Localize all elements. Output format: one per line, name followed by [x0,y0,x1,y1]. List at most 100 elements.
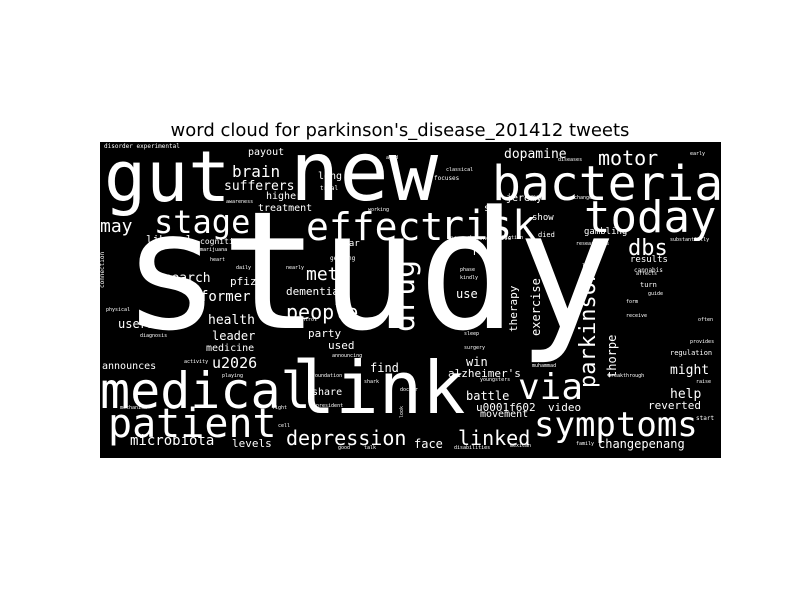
word-pfizer: pfizer [230,276,270,287]
word-reverted: reverted [648,400,701,411]
word-awareness: awareness [226,200,253,205]
word-getting: getting [330,256,355,262]
word-cognitive: cognitive [200,238,243,246]
word-medicine: medicine [206,344,254,354]
word-microbiota: microbiota [130,434,214,448]
word-working: working [368,208,389,213]
word-new: new [290,142,438,214]
word-thorpe: thorpe [606,335,618,378]
word-focuses: focuses [434,176,459,182]
word-turn: turn [640,282,657,289]
word-guide: guide [648,292,663,297]
word-sleep: sleep [464,332,479,337]
word-mexican: mexican [510,444,531,449]
word-last: last [582,264,594,269]
word-might: might [670,364,709,377]
word-nearly: nearly [286,266,304,271]
word-foundation: foundation [312,374,342,379]
word-doctor: doctor [400,388,418,393]
word-sex: sex [484,204,502,214]
word-surgery: surgery [464,346,485,351]
word-face: face [414,438,443,450]
word-substantially: substantially [670,238,709,243]
word-payout: payout [248,148,284,158]
word-year: year [338,240,360,249]
word-announces: announces [102,362,156,372]
word-family: family [576,442,594,447]
word-form: form [626,300,638,305]
word-diagnosis: diagnosis [140,334,167,339]
word-early: early [690,152,705,157]
word-kindly: kindly [460,276,478,281]
word-therapy: therapy [508,286,519,332]
word-users: users [118,318,154,330]
word-shark: shark [364,380,379,385]
word-drug: drug [390,260,420,332]
word-classical: classical [446,168,473,173]
word-research: research [148,272,211,285]
word-regulation: regulation [670,350,712,357]
word-u2026: u2026 [212,356,257,371]
word-find: find [370,362,399,374]
word-trial: trial [320,186,338,192]
word-receive: receive [626,314,647,319]
word-fight: fight [272,406,287,411]
word-long: long [318,172,342,182]
word-leader: leader [212,330,255,342]
word-phase: phase [460,268,475,273]
word-u0001f602: u0001f602 [476,402,536,413]
word-may: may [100,218,133,236]
word-diseases: diseases [558,158,582,163]
word-used: used [328,340,355,351]
word-disorder-experimental: disorder experimental [104,144,180,150]
word-aged: aged [386,156,398,161]
word-meth: meth [306,266,349,284]
word-win: win [466,356,488,368]
word-daily: daily [236,266,251,271]
word-addiction: addiction [496,236,523,241]
word-gambling: gambling [584,228,627,237]
word-gut: gut [104,142,230,212]
word-video: video [548,402,581,413]
word-good: good [338,446,350,451]
word-brain: brain [232,164,280,180]
word-muhammad: muhammad [532,364,556,369]
word-youngsters: youngsters [480,378,510,383]
word-dementia: dementia [286,286,339,297]
word-change: change [574,196,592,201]
word-cloud: study new gut bacteria today link medica… [100,142,721,458]
word-results: results [630,256,668,265]
word-start: start [696,416,714,422]
word-often: often [698,318,713,323]
word-use: use [456,288,478,300]
word-former: former [200,290,251,304]
word-liberal: liberal [146,234,192,245]
word-party: party [308,328,341,339]
word-playing: playing [222,374,243,379]
word-exercise: exercise [530,278,542,336]
word-physical: physical [106,308,130,313]
word-rt: rt [472,246,485,257]
word-provides: provides [690,340,714,345]
word-higher: higher [266,192,302,202]
word-heart: heart [210,258,225,263]
word-health: health [208,314,255,327]
word-marijuana: marijuana [200,248,227,253]
word-control: control [296,318,317,323]
word-researchers: researchers [576,242,609,247]
word-share: share [312,388,342,398]
word-died: died [538,232,555,239]
word-changepenang: changepenang [598,438,685,450]
word-president: president [316,404,343,409]
word-effect: effect [306,208,443,246]
word-show: show [532,214,554,223]
word-activity: activity [184,360,208,365]
word-connection: connection [100,252,106,288]
word-jeremy: jeremy [506,194,542,204]
word-disabilities: disabilities [454,446,490,451]
word-announcing: announcing [332,354,362,359]
word-look: look [400,406,405,418]
word-treatment: treatment [258,204,312,214]
word-breakthrough: breakthrough [608,374,644,379]
word-raise: raise [696,380,711,385]
